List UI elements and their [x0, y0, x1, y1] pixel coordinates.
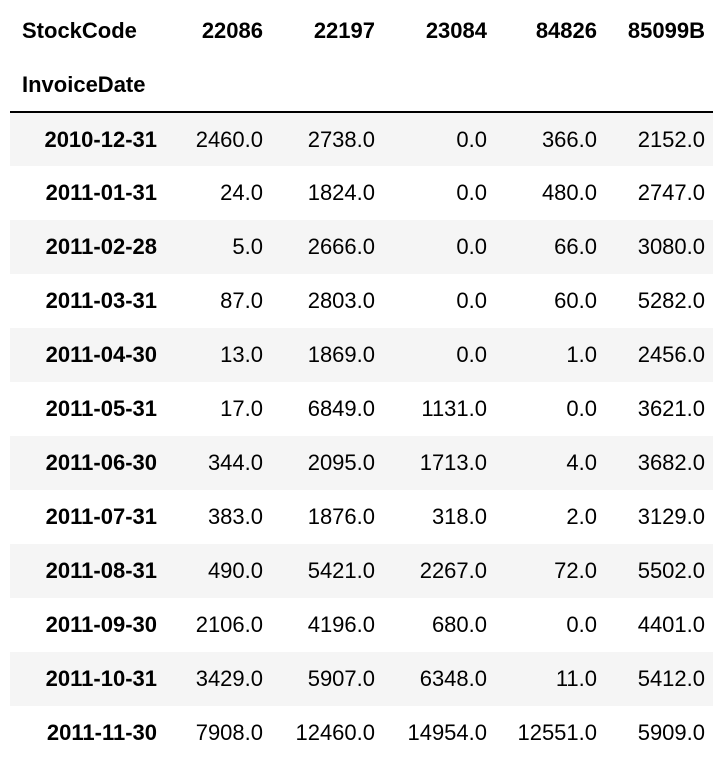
row-index-label: 2011-01-31 — [45, 180, 157, 205]
dataframe-table: StockCode 22086 22197 23084 84826 85099B… — [10, 4, 713, 760]
table-cell: 1.0 — [566, 342, 597, 367]
table-cell: 2666.0 — [307, 234, 375, 259]
table-cell: 24.0 — [220, 180, 263, 205]
row-index-label: 2011-11-30 — [46, 720, 157, 745]
table-cell: 490.0 — [207, 558, 263, 583]
table-cell: 318.0 — [431, 504, 487, 529]
row-index-label: 2011-03-31 — [45, 288, 157, 313]
table-body: 2010-12-31 2460.0 2738.0 0.0 366.0 2152.0 2011… — [10, 112, 713, 760]
table-cell: 12460.0 — [295, 720, 375, 745]
table-row: 2010-12-31 2460.0 2738.0 0.0 366.0 2152.0 — [10, 112, 713, 166]
table-cell: 11.0 — [555, 666, 597, 691]
table-cell: 0.0 — [566, 612, 597, 637]
table-cell: 2738.0 — [307, 126, 375, 152]
table-row: 2011-04-30 13.0 1869.0 0.0 1.0 2456.0 — [10, 328, 713, 382]
table-cell: 1876.0 — [307, 504, 375, 529]
table-cell: 5282.0 — [637, 288, 705, 313]
table-cell: 6849.0 — [307, 396, 375, 421]
table-row: 2011-01-31 24.0 1824.0 0.0 480.0 2747.0 — [10, 166, 713, 220]
table-cell: 5.0 — [232, 234, 263, 259]
table-row: 2011-03-31 87.0 2803.0 0.0 60.0 5282.0 — [10, 274, 713, 328]
row-index-label: 2011-09-30 — [45, 612, 157, 637]
table-cell: 0.0 — [456, 126, 487, 152]
columns-name: StockCode — [22, 18, 137, 43]
row-index-label: 2010-12-31 — [44, 126, 157, 152]
table-cell: 4196.0 — [307, 612, 375, 637]
table-row: 2011-07-31 383.0 1876.0 318.0 2.0 3129.0 — [10, 490, 713, 544]
table-cell: 5502.0 — [637, 558, 705, 583]
table-cell: 5421.0 — [307, 558, 375, 583]
column-header: 22086 — [201, 18, 263, 43]
table-cell: 2803.0 — [307, 288, 375, 313]
table-cell: 2152.0 — [637, 126, 705, 152]
table-cell: 2267.0 — [419, 558, 487, 583]
column-header: 85099B — [627, 18, 705, 43]
table-cell: 1869.0 — [307, 342, 375, 367]
column-header-row: StockCode 22086 22197 23084 84826 85099B — [10, 4, 713, 58]
table-cell: 5907.0 — [307, 666, 375, 691]
table-row: 2011-05-31 17.0 6849.0 1131.0 0.0 3621.0 — [10, 382, 713, 436]
table-cell: 383.0 — [207, 504, 263, 529]
table-cell: 0.0 — [456, 288, 487, 313]
table-cell: 3429.0 — [195, 666, 263, 691]
table-row: 2011-09-30 2106.0 4196.0 680.0 0.0 4401.0 — [10, 598, 713, 652]
table-cell: 66.0 — [554, 234, 597, 259]
table-cell: 2747.0 — [637, 180, 705, 205]
table-cell: 2095.0 — [307, 450, 375, 475]
table-cell: 7908.0 — [195, 720, 263, 745]
table-cell: 3682.0 — [637, 450, 705, 475]
index-name: InvoiceDate — [22, 71, 146, 97]
table-cell: 12551.0 — [517, 720, 597, 745]
table-cell: 87.0 — [220, 288, 263, 313]
row-index-label: 2011-08-31 — [45, 558, 157, 583]
table-cell: 2460.0 — [195, 126, 263, 152]
table-cell: 3129.0 — [637, 504, 705, 529]
table-cell: 480.0 — [541, 180, 597, 205]
table-cell: 17.0 — [220, 396, 263, 421]
table-cell: 5412.0 — [637, 666, 705, 691]
index-name-row: InvoiceDate — [10, 58, 713, 112]
column-header: 22197 — [313, 18, 375, 43]
row-index-label: 2011-05-31 — [45, 396, 157, 421]
table-cell: 680.0 — [431, 612, 487, 637]
table-cell: 14954.0 — [407, 720, 487, 745]
table-cell: 344.0 — [207, 450, 263, 475]
table-header: StockCode 22086 22197 23084 84826 85099B… — [10, 4, 713, 112]
column-header: 23084 — [425, 18, 487, 43]
row-index-label: 2011-07-31 — [45, 504, 157, 529]
table-cell: 13.0 — [220, 342, 263, 367]
table-cell: 366.0 — [541, 126, 597, 152]
table-cell: 3080.0 — [637, 234, 705, 259]
table-cell: 0.0 — [456, 342, 487, 367]
table-row: 2011-10-31 3429.0 5907.0 6348.0 11.0 5412.0 — [10, 652, 713, 706]
table-cell: 72.0 — [554, 558, 597, 583]
table-cell: 1131.0 — [421, 396, 487, 421]
table-cell: 0.0 — [566, 396, 597, 421]
row-index-label: 2011-04-30 — [45, 342, 157, 367]
table-cell: 4401.0 — [637, 612, 705, 637]
table-cell: 2106.0 — [195, 612, 263, 637]
table-cell: 4.0 — [566, 450, 597, 475]
table-cell: 1824.0 — [307, 180, 375, 205]
table-cell: 3621.0 — [637, 396, 705, 421]
table-row: 2011-11-30 7908.0 12460.0 14954.0 12551.0 590… — [10, 706, 713, 760]
row-index-label: 2011-02-28 — [45, 234, 157, 259]
table-cell: 60.0 — [554, 288, 597, 313]
table-cell: 2.0 — [566, 504, 597, 529]
row-index-label: 2011-06-30 — [45, 450, 157, 475]
table-cell: 0.0 — [456, 234, 487, 259]
table-row: 2011-08-31 490.0 5421.0 2267.0 72.0 5502.0 — [10, 544, 713, 598]
table-cell: 1713.0 — [419, 450, 487, 475]
table-row: 2011-06-30 344.0 2095.0 1713.0 4.0 3682.0 — [10, 436, 713, 490]
table-cell: 6348.0 — [419, 666, 487, 691]
table-cell: 5909.0 — [637, 720, 705, 745]
table-row: 2011-02-28 5.0 2666.0 0.0 66.0 3080.0 — [10, 220, 713, 274]
table-cell: 0.0 — [456, 180, 487, 205]
row-index-label: 2011-10-31 — [45, 666, 157, 691]
column-header: 84826 — [535, 18, 597, 43]
table-cell: 2456.0 — [637, 342, 705, 367]
